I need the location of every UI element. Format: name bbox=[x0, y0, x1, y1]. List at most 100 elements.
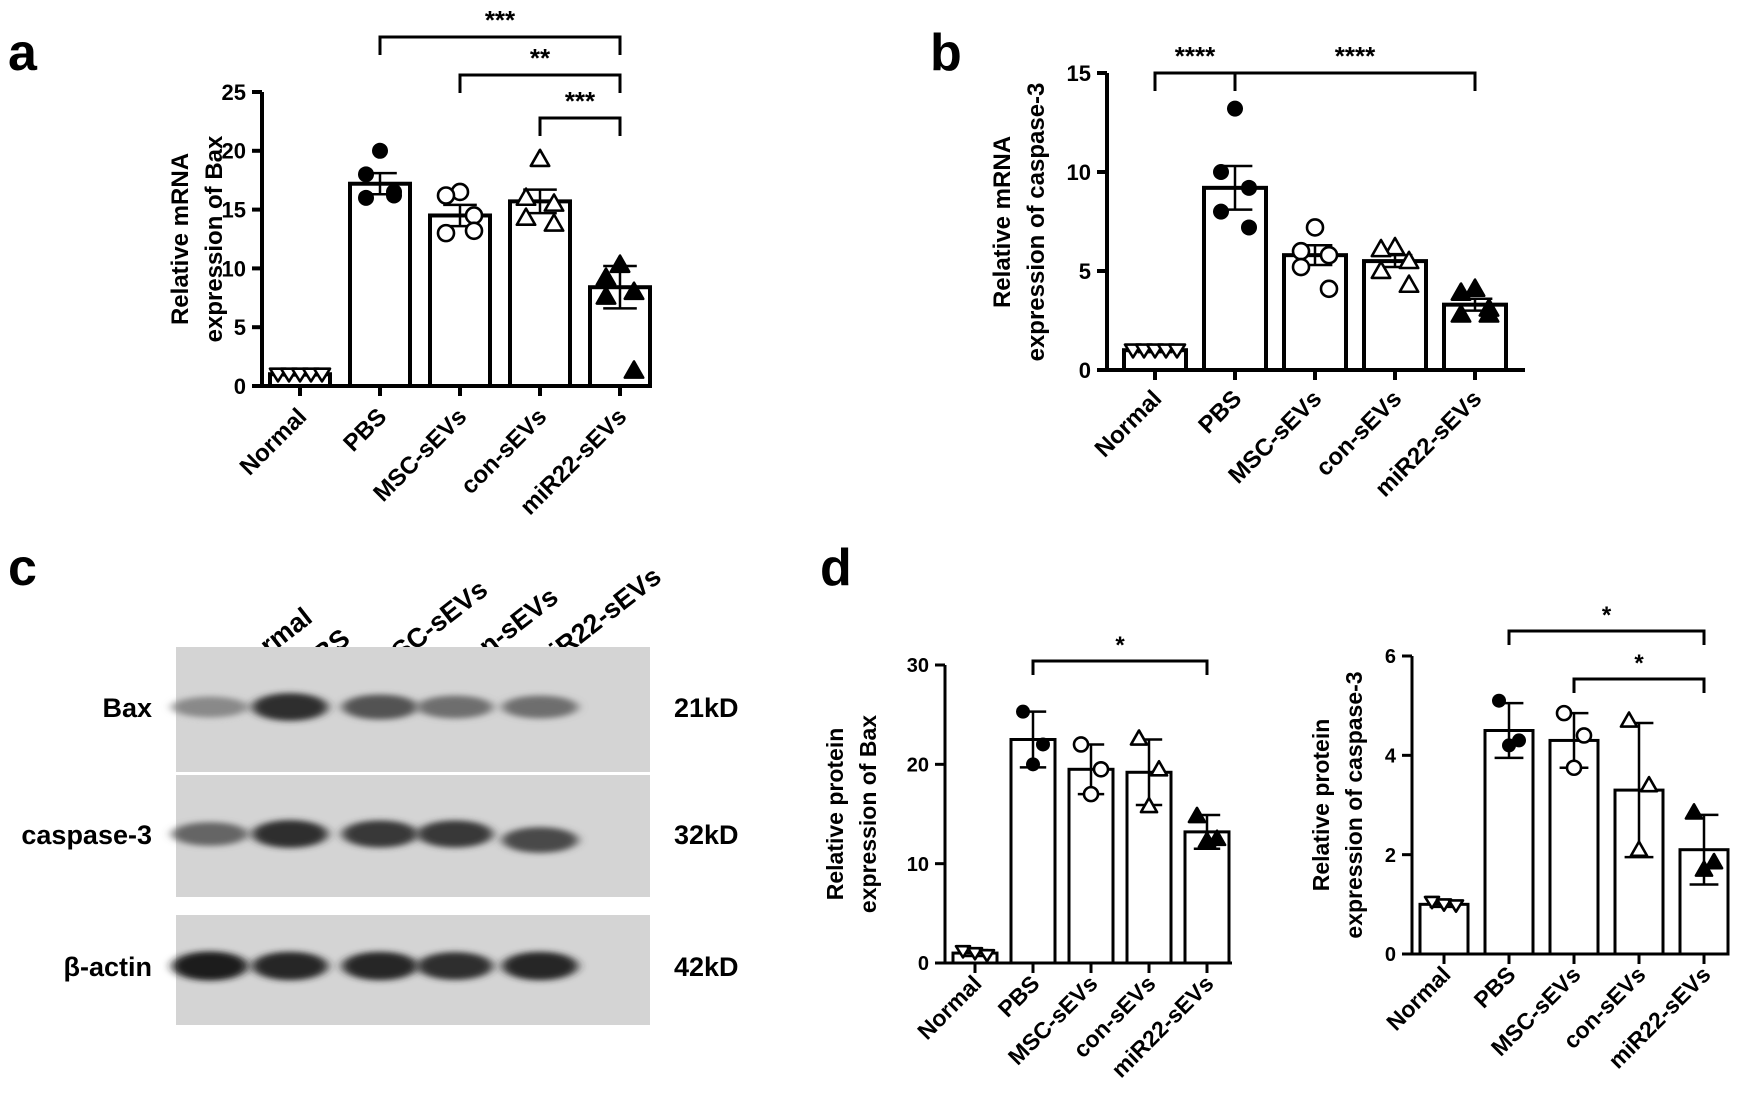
significance-bracket bbox=[1507, 629, 1706, 645]
panel-label-c: c bbox=[8, 539, 37, 597]
data-point bbox=[609, 254, 631, 274]
data-point bbox=[595, 286, 617, 305]
data-point bbox=[1082, 785, 1100, 803]
bar bbox=[1282, 253, 1348, 372]
data-point bbox=[1319, 279, 1339, 299]
significance-label: * bbox=[1115, 632, 1125, 659]
blot-row-label: Bax bbox=[102, 693, 152, 723]
data-point bbox=[386, 187, 402, 204]
y-tick-label: 4 bbox=[1385, 746, 1397, 768]
significance-bracket bbox=[1233, 71, 1477, 91]
data-point bbox=[1026, 757, 1040, 772]
blot-band bbox=[417, 820, 493, 848]
significance-label: **** bbox=[1175, 41, 1216, 71]
significance-bracket bbox=[378, 35, 622, 55]
y-axis-label-line2: expression of caspase-3 bbox=[1023, 83, 1050, 362]
blot-band bbox=[172, 822, 248, 846]
data-point bbox=[1398, 250, 1420, 270]
y-tick-label: 20 bbox=[222, 139, 246, 164]
chart-d-protein-bax: 0 10 20 30 Relative protein expression of Bax… bbox=[822, 632, 1232, 1083]
y-tick-label: 2 bbox=[1385, 845, 1396, 867]
data-point bbox=[1213, 164, 1229, 180]
y-axis-label-line2: expression of Bax bbox=[201, 135, 228, 342]
significance-label: *** bbox=[565, 86, 596, 116]
blot-band bbox=[342, 694, 418, 720]
blot-band bbox=[502, 827, 578, 853]
data-point bbox=[1291, 241, 1311, 261]
data-point bbox=[1629, 840, 1649, 858]
blot-band bbox=[417, 695, 493, 719]
blot-band bbox=[252, 820, 328, 848]
y-axis-label-line2: expression of caspase-3 bbox=[1341, 671, 1367, 938]
y-tick-label: 15 bbox=[222, 198, 246, 223]
data-point bbox=[1447, 899, 1465, 913]
blot-band bbox=[252, 693, 328, 721]
blot-size-label: 21kD bbox=[674, 693, 739, 723]
data-point bbox=[1139, 796, 1159, 814]
blot-band bbox=[342, 951, 418, 981]
data-point bbox=[1370, 238, 1392, 258]
data-point bbox=[1036, 737, 1050, 752]
y-tick-label: 10 bbox=[1067, 160, 1091, 185]
data-point bbox=[1167, 343, 1187, 359]
panel-label-a: a bbox=[8, 24, 38, 82]
data-point bbox=[529, 148, 551, 168]
category-label: Normal bbox=[1381, 961, 1455, 1035]
bar bbox=[1202, 185, 1268, 372]
data-point bbox=[978, 948, 996, 963]
data-point bbox=[515, 207, 537, 227]
data-point bbox=[623, 281, 645, 301]
western-blot-panel: normalPBSMSC-sEVscon-sEVsmiR22-sEVsBax21… bbox=[21, 561, 739, 1025]
category-label: PBS bbox=[1193, 385, 1247, 439]
data-point bbox=[1478, 304, 1500, 323]
blot-band bbox=[502, 695, 578, 719]
data-point bbox=[1072, 736, 1090, 753]
data-point bbox=[1694, 860, 1714, 877]
significance-label: ** bbox=[530, 43, 551, 73]
category-label: PBS bbox=[1469, 961, 1521, 1013]
bar bbox=[348, 181, 412, 388]
data-point bbox=[595, 267, 617, 287]
data-point bbox=[1704, 852, 1724, 870]
y-tick-label: 0 bbox=[1385, 944, 1396, 966]
data-point bbox=[1684, 803, 1704, 820]
data-point bbox=[1241, 179, 1257, 196]
chart-a-mrna-bax: 0 5 10 15 20 25 Relative mRNA expression of Bax… bbox=[167, 5, 652, 520]
data-point bbox=[464, 206, 484, 225]
panel-label-b: b bbox=[930, 24, 962, 82]
data-point bbox=[1092, 760, 1110, 778]
data-point bbox=[1319, 245, 1339, 265]
significance-bracket bbox=[1031, 659, 1209, 675]
data-point bbox=[1435, 898, 1453, 912]
data-point bbox=[543, 193, 565, 212]
data-point bbox=[1502, 738, 1516, 753]
data-point bbox=[1492, 693, 1506, 708]
data-point bbox=[1187, 806, 1207, 824]
data-point bbox=[1197, 831, 1217, 849]
y-tick-label: 5 bbox=[1079, 259, 1091, 284]
significance-label: * bbox=[1634, 650, 1644, 677]
data-point bbox=[436, 223, 456, 243]
data-point bbox=[1619, 711, 1639, 728]
significance-bracket bbox=[538, 116, 622, 136]
significance-bracket bbox=[1572, 677, 1706, 693]
blot-size-label: 32kD bbox=[674, 820, 739, 850]
data-point bbox=[515, 187, 537, 207]
data-point bbox=[464, 221, 484, 241]
y-axis-label-line2: expression of Bax bbox=[855, 715, 881, 913]
y-tick-label: 10 bbox=[907, 854, 929, 876]
blot-band bbox=[417, 952, 493, 980]
chart-d-protein-caspase3: 0 2 4 6 Relative protein expression of caspas… bbox=[1308, 602, 1730, 1074]
data-point bbox=[1384, 236, 1406, 256]
data-point bbox=[312, 367, 332, 383]
data-point bbox=[1370, 260, 1392, 280]
y-axis-label-line1: Relative mRNA bbox=[167, 153, 194, 325]
data-point bbox=[1423, 895, 1441, 910]
significance-label: * bbox=[1602, 602, 1612, 629]
data-point bbox=[1450, 304, 1472, 323]
data-point bbox=[436, 186, 456, 205]
y-axis-label-line1: Relative mRNA bbox=[989, 136, 1016, 308]
y-tick-label: 25 bbox=[222, 80, 246, 105]
data-point bbox=[1227, 100, 1243, 117]
